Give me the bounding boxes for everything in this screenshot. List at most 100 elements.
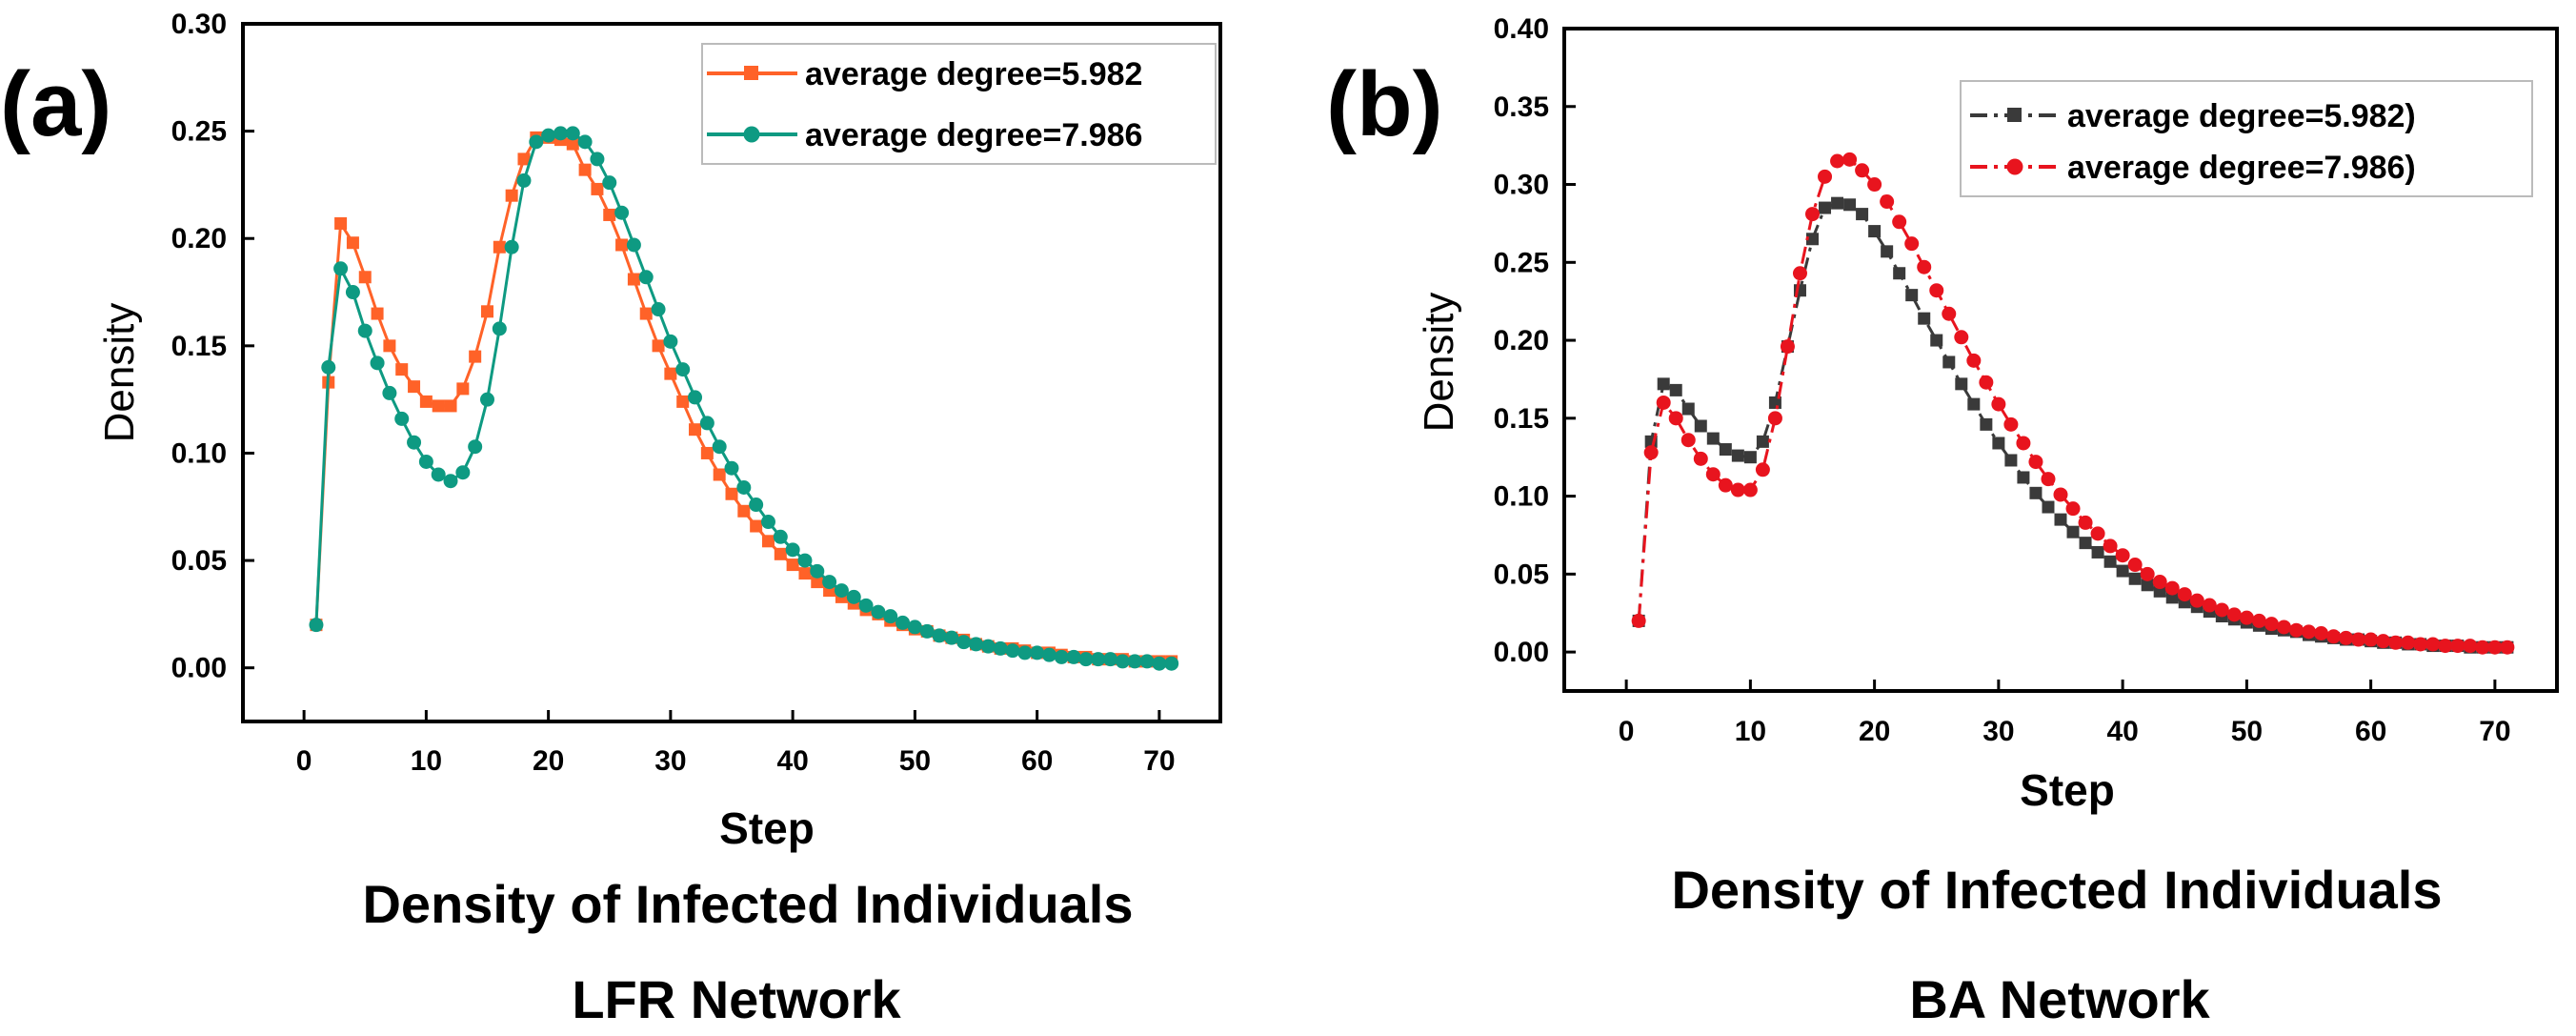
data-point — [1805, 207, 1820, 222]
panel-a-label: (a) — [0, 53, 111, 155]
data-point — [626, 237, 641, 253]
data-point — [1868, 225, 1882, 238]
xtick-label: 40 — [776, 745, 808, 777]
data-point — [456, 382, 470, 396]
data-point — [493, 240, 506, 254]
data-point — [2003, 416, 2019, 432]
panel-a-legend-marker-7986 — [743, 126, 760, 143]
data-point — [639, 307, 653, 320]
xtick-label: 20 — [533, 745, 564, 777]
data-point — [2413, 637, 2428, 652]
data-point — [1856, 208, 1869, 221]
data-point — [1091, 652, 1106, 667]
xtick-label: 70 — [2479, 716, 2510, 747]
data-point — [1780, 339, 1795, 355]
data-point — [919, 623, 935, 639]
data-point — [736, 479, 752, 495]
ytick-label: 0.15 — [171, 331, 227, 362]
panel-a-ytick-labels: 0.00 0.05 0.10 0.15 0.20 0.25 0.30 — [171, 9, 227, 684]
panel-b-subtitle: BA Network — [1909, 969, 2210, 1029]
data-point — [309, 618, 324, 633]
data-point — [1730, 482, 1745, 498]
panel-b-xtick-labels: 0 10 20 30 40 50 60 70 — [1619, 716, 2511, 747]
panel-a-title: Density of Infected Individuals — [362, 874, 1133, 934]
data-point — [2041, 472, 2056, 487]
panel-b-series-7986 — [1631, 152, 2515, 655]
xtick-label: 10 — [1735, 716, 1766, 747]
data-point — [1942, 355, 1956, 369]
data-point — [2388, 635, 2404, 650]
data-point — [699, 416, 714, 431]
data-point — [615, 238, 629, 252]
panel-b-ytick-labels: 0.00 0.05 0.10 0.15 0.20 0.25 0.30 0.35 0.40 — [1494, 13, 1549, 668]
data-point — [2276, 620, 2291, 635]
data-point — [2066, 525, 2080, 538]
data-point — [2054, 513, 2067, 526]
data-point — [1929, 283, 1944, 298]
data-point — [1643, 445, 1659, 460]
data-point — [1831, 196, 1844, 210]
data-point — [2214, 602, 2229, 618]
data-point — [1706, 432, 1720, 445]
data-point — [2326, 629, 2342, 644]
data-point — [345, 285, 360, 300]
data-point — [1979, 375, 1994, 390]
data-point — [1819, 201, 1832, 214]
data-point — [1743, 451, 1757, 464]
data-point — [431, 467, 446, 482]
data-point — [1742, 482, 1758, 498]
panel-a-legend-label-7986: average degree=7.986 — [805, 117, 1142, 153]
data-point — [773, 529, 788, 544]
data-point — [2251, 613, 2266, 628]
ytick-label: 0.00 — [1494, 637, 1549, 668]
panel-a-legend-marker-5982 — [744, 66, 758, 80]
xtick-label: 50 — [899, 745, 931, 777]
data-point — [566, 137, 579, 151]
xtick-label: 10 — [411, 745, 442, 777]
data-point — [517, 152, 531, 166]
panel-b-ylabel: Density — [1416, 293, 1462, 433]
data-point — [810, 563, 825, 579]
data-point — [2065, 501, 2081, 517]
panel-a-legend: average degree=5.982 average degree=7.98… — [701, 43, 1217, 165]
data-point — [1693, 451, 1708, 466]
data-point — [468, 439, 483, 455]
xtick-label: 40 — [2106, 716, 2138, 747]
data-point — [1966, 353, 1982, 368]
panel-a-legend-label-5982: average degree=5.982 — [805, 56, 1142, 92]
xtick-label: 0 — [296, 745, 312, 777]
data-point — [1139, 654, 1155, 669]
data-point — [346, 236, 359, 250]
data-point — [370, 355, 385, 371]
xtick-label: 0 — [1619, 716, 1635, 747]
data-point — [2450, 639, 2465, 654]
data-point — [2091, 545, 2104, 559]
data-point — [993, 640, 1008, 656]
panel-a-xlabel: Step — [719, 803, 815, 853]
panel-b-legend: average degree=5.982) average degree=7.9… — [1960, 80, 2533, 197]
data-point — [1843, 198, 1857, 212]
data-point — [553, 126, 568, 141]
data-point — [1718, 477, 1733, 493]
data-point — [529, 134, 544, 150]
data-point — [1054, 649, 1069, 664]
data-point — [614, 205, 630, 220]
data-point — [1954, 330, 1969, 345]
panel-a-legend-box — [701, 43, 1217, 165]
data-point — [688, 390, 703, 405]
panel-a-ylabel: Density — [96, 303, 143, 443]
panel-b-legend-marker-5982 — [2007, 108, 2022, 122]
data-point — [1164, 656, 1179, 671]
ytick-label: 0.10 — [1494, 481, 1549, 513]
data-point — [603, 208, 616, 221]
data-point — [1755, 462, 1770, 477]
data-point — [1115, 654, 1130, 669]
data-point — [675, 362, 691, 377]
panel-b-plot-frame — [1562, 27, 2559, 693]
data-point — [1631, 613, 1646, 628]
data-point — [2103, 555, 2117, 568]
data-point — [577, 134, 593, 150]
data-point — [1030, 645, 1045, 660]
data-point — [2401, 635, 2416, 650]
data-point — [321, 359, 336, 375]
